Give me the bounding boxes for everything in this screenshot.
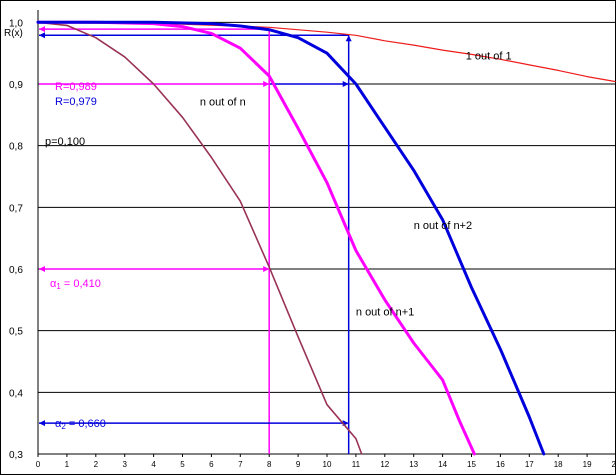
alpha2-vertical-line-head — [345, 35, 352, 42]
r1-label: R=0,989 — [55, 81, 97, 93]
y-tick-label-7: 1,0 — [9, 18, 23, 29]
alpha2-label: α2 = 0,660 — [55, 418, 106, 431]
series-line-3 — [36, 20, 546, 456]
alpha2-arrow-left-head — [39, 420, 45, 427]
x-tick-label-14: 14 — [438, 460, 447, 469]
x-tick-label-20: 20 — [612, 460, 616, 469]
series-label-0: 1 out of 1 — [466, 50, 512, 62]
series-line-1 — [37, 21, 363, 455]
x-tick-label-5: 5 — [180, 460, 185, 469]
alpha1-arrow-left-head — [39, 266, 45, 272]
x-tick-label-10: 10 — [323, 460, 332, 469]
annotations: R=0,989 R=0,979 p=0,100 α1 = 0,410 α2 = … — [45, 81, 106, 431]
x-tick-label-9: 9 — [296, 460, 301, 469]
x-tick-label-15: 15 — [467, 460, 476, 469]
y-tick-label-4: 0,7 — [9, 203, 23, 214]
series-labels: 1 out of 1 n out of n n out of n+1 n out of… — [200, 50, 512, 318]
p-level-arrow-magenta — [263, 81, 270, 87]
series-lines — [36, 20, 616, 456]
y-tick-label-3: 0,6 — [9, 265, 23, 276]
y-tick-label-2: 0,5 — [9, 327, 23, 338]
x-tick-label-4: 4 — [151, 460, 156, 469]
x-tick-label-11: 11 — [352, 460, 361, 469]
series-label-1: n out of n — [200, 97, 246, 109]
series-label-3: n out of n+2 — [414, 220, 472, 232]
y-axis-label: R(x) — [4, 28, 23, 39]
p-label: p=0,100 — [45, 136, 85, 148]
y-tick-label-0: 0,3 — [9, 450, 23, 461]
x-tick-label-17: 17 — [525, 460, 534, 469]
x-tick-label-12: 12 — [380, 460, 389, 469]
x-tick-label-7: 7 — [238, 460, 243, 469]
r2-label: R=0,979 — [55, 96, 97, 108]
x-tick-label-2: 2 — [94, 460, 99, 469]
series-line-2 — [36, 20, 476, 456]
x-tick-label-6: 6 — [209, 460, 214, 469]
series-label-2: n out of n+1 — [356, 306, 414, 318]
x-tick-label-18: 18 — [554, 460, 563, 469]
x-tick-label-3: 3 — [122, 460, 127, 469]
x-tick-label-0: 0 — [36, 460, 41, 469]
series-line-0 — [37, 21, 616, 83]
p-level-line-blue-head — [342, 81, 349, 87]
y-tick-label-5: 0,8 — [9, 142, 23, 153]
x-tick-label-1: 1 — [65, 460, 70, 469]
y-tick-label-1: 0,4 — [9, 388, 23, 399]
axes: R(x) 0,30,40,50,60,70,80,91,00 1 2 3 4 5 6 7 8 9 1… — [4, 10, 616, 469]
r2-reference-line-head — [39, 32, 45, 39]
x-tick-label-8: 8 — [267, 460, 272, 469]
x-tick-label-19: 19 — [583, 460, 592, 469]
alpha1-arrow-right-head — [263, 266, 270, 272]
x-tick-label-16: 16 — [496, 460, 505, 469]
y-tick-label-6: 0,9 — [9, 80, 23, 91]
x-tick-label-13: 13 — [409, 460, 418, 469]
alpha1-label: α1 = 0,410 — [50, 278, 101, 291]
r1-reference-line-head — [39, 26, 45, 33]
